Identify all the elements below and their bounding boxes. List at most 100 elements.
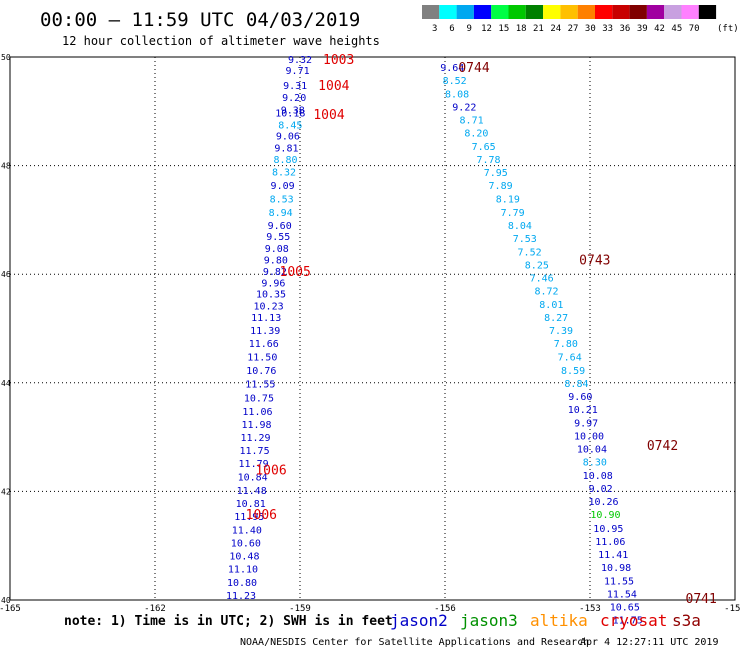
wave-height-value: 7.52 [518,247,542,258]
wave-height-value: 11.40 [232,525,262,536]
wave-height-value: 10.18 [275,108,305,119]
pass-time-label: 1004 [313,108,344,123]
wave-height-value: 9.55 [266,232,290,243]
color-swatch [456,5,474,19]
wave-height-value: 10.84 [238,473,268,484]
wave-height-value: 8.52 [443,76,467,87]
wave-height-value: 8.19 [496,195,520,206]
wave-height-value: 8.59 [561,366,585,377]
footer-timestamp: Apr 4 12:27:11 UTC 2019 [580,637,718,648]
pass-time-label: 0744 [458,61,489,76]
color-scale-unit: (ft) [717,24,739,34]
wave-height-value: 9.38 [281,106,305,117]
wave-height-value: 10.95 [593,524,623,535]
wave-height-value: 11.55 [245,379,275,390]
wave-height-value: 11.55 [604,576,634,587]
color-scale-label: 27 [568,24,579,34]
wave-height-value: 9.09 [271,181,295,192]
wave-height-value: 9.71 [286,66,310,77]
color-scale-label: 9 [467,24,472,34]
x-tick-label: -162 [144,604,166,614]
color-swatch [577,5,595,19]
pass-time-label: 0741 [686,592,717,607]
satellite-legend-item: s3a [672,611,701,630]
wave-height-value: 10.90 [590,510,620,521]
wave-height-value: 10.04 [577,445,607,456]
y-tick-label: 42 [1,487,11,496]
wave-height-value: 8.94 [269,208,293,219]
wave-height-value: 9.60 [568,392,592,403]
pass-time-label: 1006 [246,508,277,523]
satellite-legend-item: jason3 [460,611,518,630]
color-swatch [422,5,440,19]
chart-subtitle: 12 hour collection of altimeter wave hei… [62,34,380,48]
x-tick-label: -153 [579,604,601,614]
wave-height-value: 10.23 [254,302,284,313]
wave-height-value: 10.81 [236,499,266,510]
color-scale-label: 12 [481,24,492,34]
wave-height-value: 11.06 [242,407,272,418]
wave-height-value: 7.39 [549,326,573,337]
wave-height-value: 8.30 [583,458,607,469]
wave-height-value: 9.31 [283,81,307,92]
wave-height-value: 7.80 [554,339,578,350]
wave-height-value: 9.80 [264,256,288,267]
wave-height-value: 9.96 [261,278,285,289]
wave-height-value: 9.06 [276,132,300,143]
wave-height-value: 7.64 [558,353,582,364]
wave-height-value: 7.53 [513,234,537,245]
wave-height-value: 11.75 [240,446,270,457]
color-swatch [595,5,613,19]
wave-height-value: 9.22 [452,102,476,113]
wave-height-value: 10.00 [574,431,604,442]
wave-height-value: 10.76 [246,366,276,377]
wave-height-value: 11.29 [240,433,270,444]
wave-height-value: 11.79 [239,459,269,470]
wave-height-value: 8.25 [525,260,549,271]
wave-height-value: 10.35 [256,290,286,301]
color-swatch [629,5,647,19]
color-scale-bar: 3 6 9 12 15 18 21 24 27 30 33 36 39 42 45 70 (ft) [422,5,739,34]
wave-height-value: 8.27 [544,313,568,324]
y-tick-label: 40 [1,596,11,605]
color-swatch [525,5,544,19]
color-swatch [698,5,717,19]
y-tick-label: 48 [1,162,11,171]
wave-height-value: 7.95 [484,168,508,179]
color-scale-label: 15 [498,24,509,34]
pass-time-labels: 1003 1004 1004 1005 1006 1006 0744 0743 0742 0741 [246,53,717,607]
legend-note: note: 1) Time is in UTC; 2) SWH is in fe… [64,614,393,629]
wave-height-value: 9.08 [265,244,289,255]
satellite-legend-item: altika [530,611,588,630]
wave-height-value: 10.65 [610,603,640,614]
wave-height-value: 11.50 [247,353,277,364]
wave-height-value: 11.41 [598,550,628,561]
color-scale-label: 42 [654,24,665,34]
color-scale-label: 36 [620,24,631,34]
wave-height-value: 10.80 [227,578,257,589]
wave-height-value: 8.32 [272,168,296,179]
satellite-legend-item: jason2 [390,611,448,630]
wave-height-value: 9.81 [274,144,298,155]
x-tick-label: -150 [724,604,740,614]
pass-time-label: 0743 [579,254,610,269]
wave-height-value: 8.84 [564,379,588,390]
wave-height-value: 10.26 [588,497,618,508]
plot-area: -165 -162 -159 -156 -153 -150 40 42 44 46 48 50 9.… [0,53,740,627]
color-swatch [612,5,630,19]
color-scale-label: 3 [432,24,437,34]
wave-height-value: 8.72 [534,286,558,297]
pass-time-label: 0742 [647,439,678,454]
pass-time-label: 1003 [323,53,354,68]
footer-credit: NOAA/NESDIS Center for Satellite Applica… [240,637,589,648]
x-tick-label: -159 [289,604,311,614]
wave-height-value: 11.54 [607,589,637,600]
color-swatch [491,5,509,19]
color-scale-label: 33 [602,24,613,34]
wave-height-value: 9.20 [282,93,306,104]
wave-height-value: 11.95 [234,512,264,523]
wave-height-value: 7.78 [476,155,500,166]
wave-height-value: 9.02 [589,484,613,495]
wave-height-value: 8.45 [278,120,302,131]
